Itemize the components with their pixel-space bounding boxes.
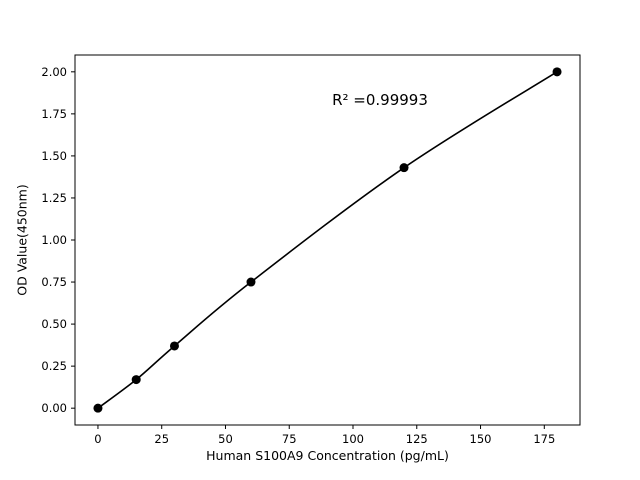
x-tick-label: 175: [533, 432, 555, 446]
x-axis-label: Human S100A9 Concentration (pg/mL): [206, 448, 449, 463]
data-point-marker: [169, 341, 179, 351]
y-tick-label: 0.75: [41, 275, 67, 289]
y-axis-label: OD Value(450nm): [14, 184, 30, 296]
y-tick-label: 1.25: [41, 191, 67, 205]
y-tick-label: 0.00: [41, 401, 67, 415]
data-point-marker: [552, 67, 562, 77]
data-point-marker: [246, 277, 256, 287]
x-tick-label: 125: [406, 432, 428, 446]
data-point-marker: [399, 163, 409, 173]
y-tick-label: 0.50: [41, 317, 67, 331]
data-point-marker: [131, 375, 141, 385]
x-tick-label: 150: [470, 432, 492, 446]
plot-frame: [74, 54, 581, 426]
x-tick-label: 75: [282, 432, 297, 446]
y-tick-label: 1.00: [41, 233, 67, 247]
y-tick-label: 2.00: [41, 65, 67, 79]
y-tick-label: 1.75: [41, 107, 67, 121]
r-squared-annotation: R² =0.99993: [332, 91, 428, 109]
x-tick-label: 25: [154, 432, 169, 446]
x-tick-label: 50: [218, 432, 233, 446]
data-point-marker: [93, 403, 103, 413]
x-tick-label: 100: [342, 432, 364, 446]
x-tick-label: 0: [94, 432, 101, 446]
y-tick-label: 0.25: [41, 359, 67, 373]
y-tick-label: 1.50: [41, 149, 67, 163]
